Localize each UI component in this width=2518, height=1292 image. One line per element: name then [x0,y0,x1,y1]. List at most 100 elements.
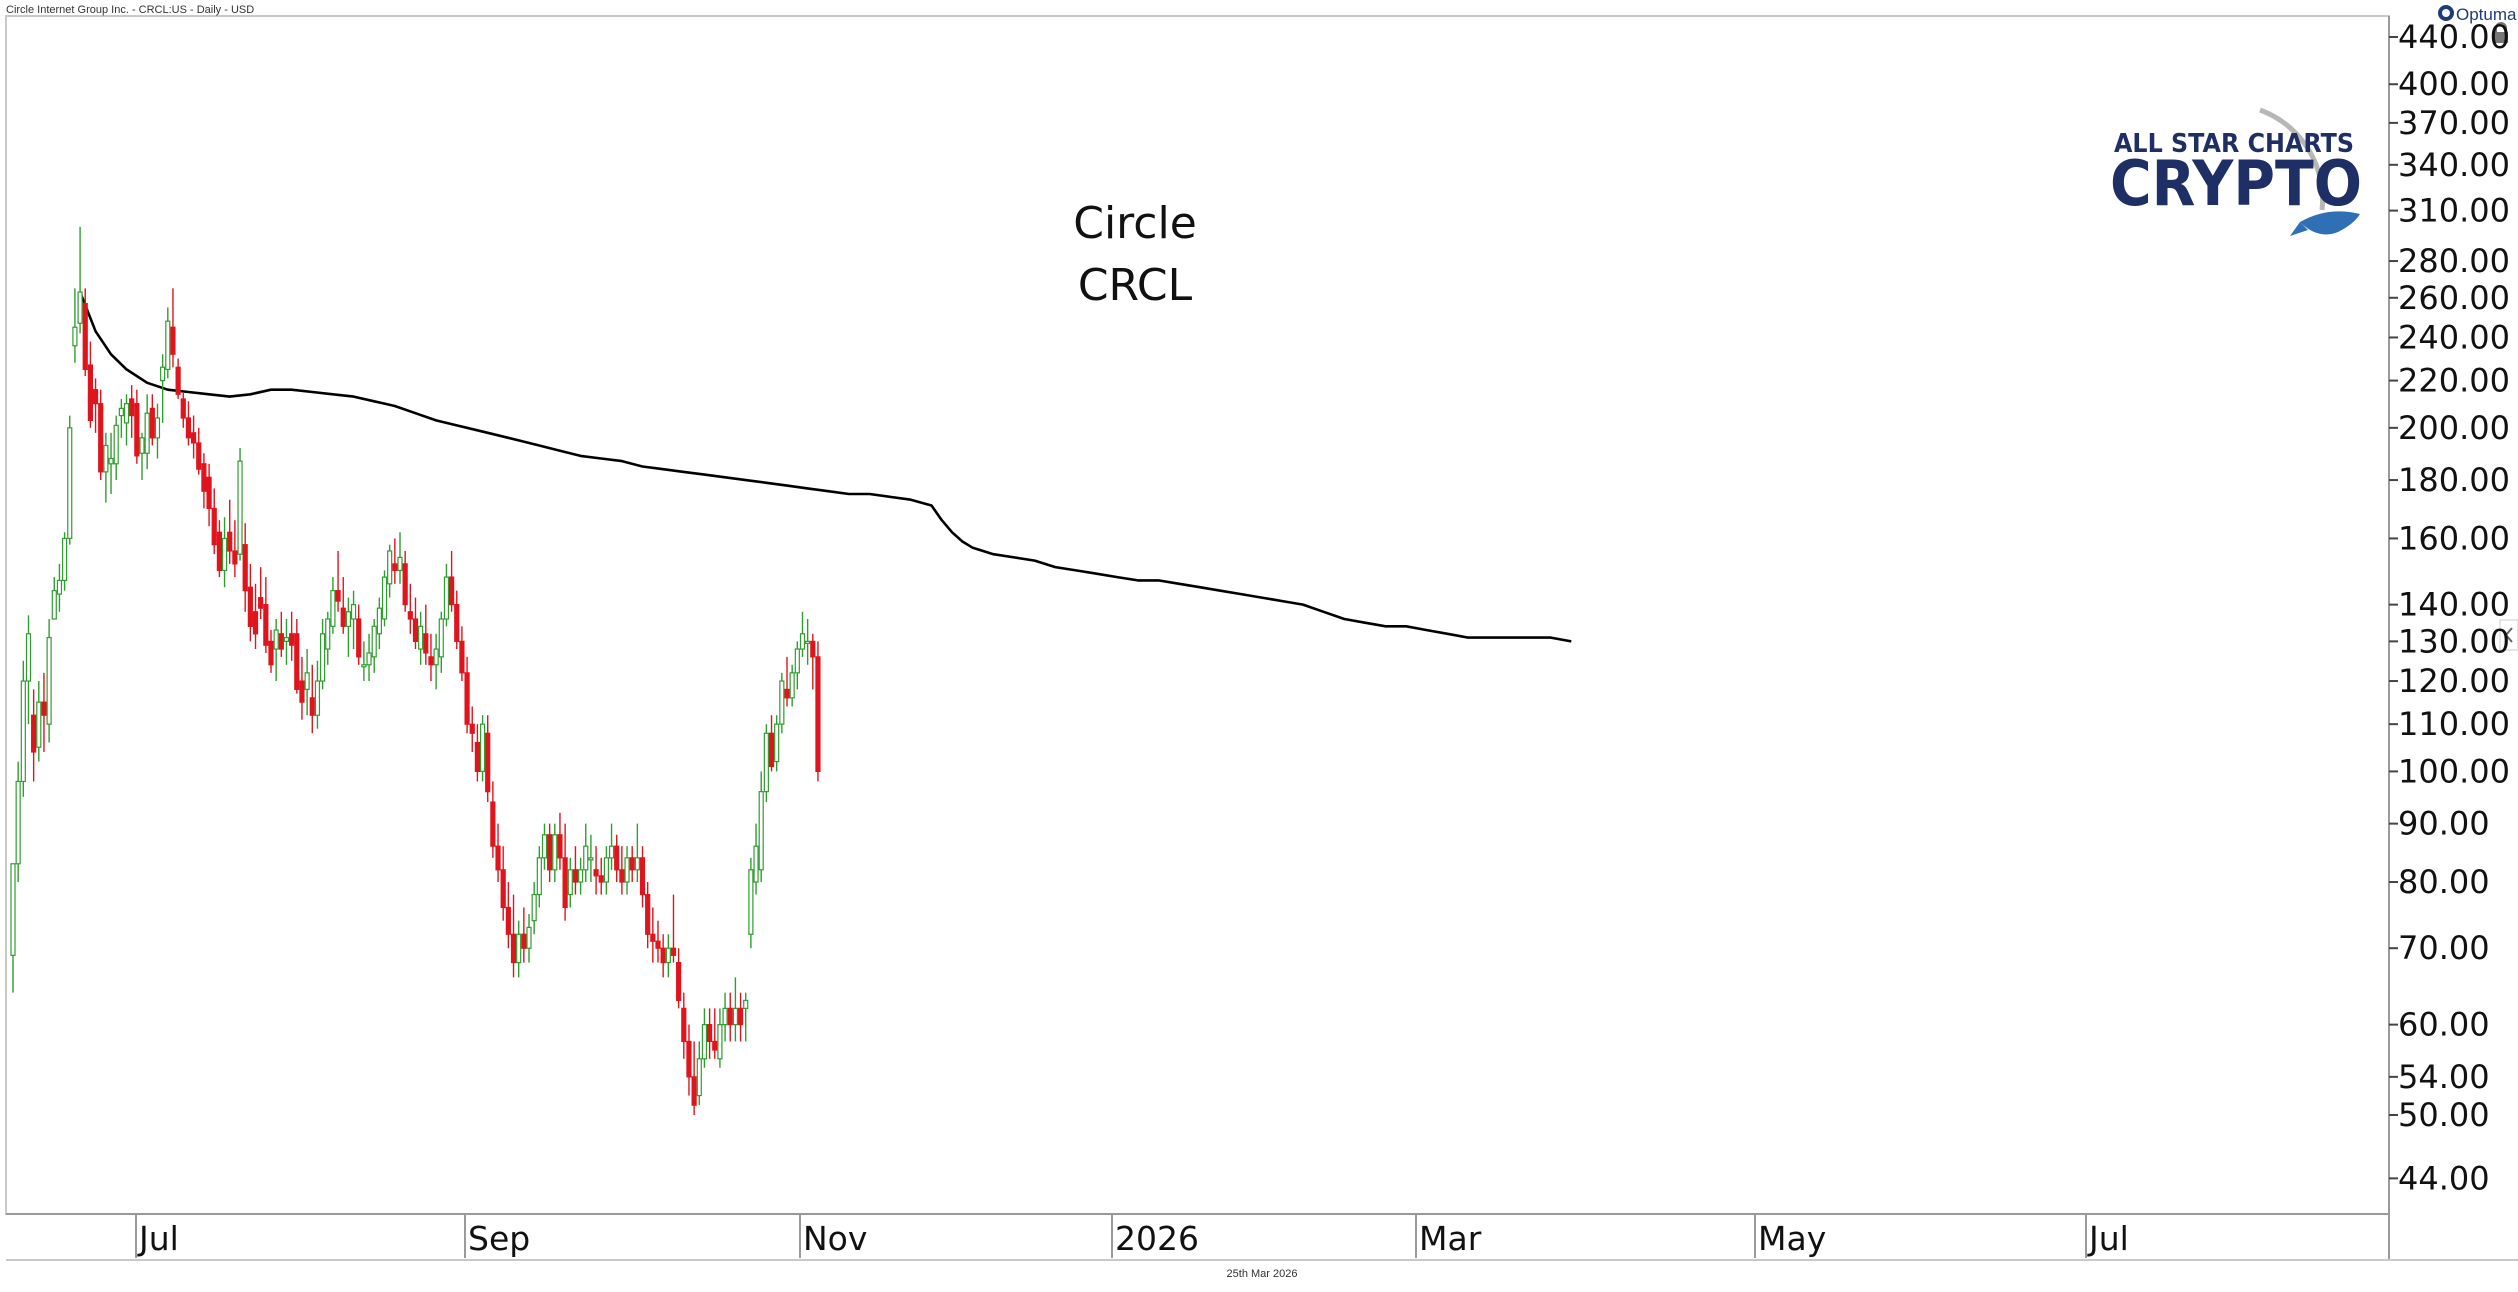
candle-body [624,857,630,883]
y-tick-label: 370.00 [2398,104,2510,142]
candle [454,590,460,650]
candle-body [732,1007,739,1026]
collapse-panel-icon[interactable] [2499,619,2518,651]
candle [20,660,26,797]
chevron-left-icon [2504,627,2513,643]
lock-icon[interactable] [2494,22,2508,43]
candle [521,907,527,963]
x-axis-ticks: Jul Sep Nov 2026 Mar May Jul [135,1214,2129,1258]
candle [206,463,212,527]
candle-body [670,947,677,956]
candle-body [479,723,486,773]
candle-body [701,1024,708,1060]
candle-body [562,857,568,909]
candle-body [201,463,207,492]
candle-body [170,326,176,355]
candle [361,641,367,682]
candle [567,857,573,908]
candle-body [547,834,553,871]
candle [36,681,42,762]
candle [768,715,775,772]
candle [469,706,475,752]
candle-body [268,640,274,666]
candle-body [77,291,83,324]
candle-body [763,732,769,793]
y-tick-label: 44.00 [2398,1159,2490,1197]
y-tick-label: 220.00 [2398,362,2510,400]
candle [345,597,351,657]
candle-body [464,672,470,725]
candle-body [25,633,32,682]
candle [134,389,140,464]
candle [789,664,795,707]
candle [309,664,315,734]
candle [283,618,290,665]
candle [356,604,362,665]
candle [701,1008,708,1068]
candle [443,563,450,627]
candle [557,812,563,870]
candle [614,834,620,883]
candle-body [283,636,290,642]
optuma-brand[interactable]: Optuma [2438,5,2517,24]
candle [180,391,186,428]
candle [129,385,135,438]
candle-body [500,869,506,909]
candle [799,611,806,657]
candle-body [423,633,429,654]
candle [51,577,57,620]
candle-body [242,544,248,592]
candle [330,577,336,634]
candle [629,846,635,883]
candle [15,761,21,883]
candle-body [407,611,413,620]
all-star-charts-crypto-logo: ALL STAR CHARTS CRYPTO [2110,107,2362,236]
candle-body [521,933,527,949]
candle-body [294,633,300,690]
candle [98,389,104,481]
candle [201,453,207,509]
candle [61,532,68,591]
candle [510,894,517,978]
candle-body [433,648,439,666]
candle-body [567,869,573,896]
candle [376,597,382,650]
y-tick-label: 340.00 [2398,146,2510,184]
x-tick-label: Jul [2087,1219,2129,1258]
candle-body [696,1058,702,1097]
lock-icon-body [2494,32,2508,43]
candle-body [443,576,450,620]
candle-body [588,857,594,861]
y-tick-label: 54.00 [2398,1058,2490,1096]
candle [727,992,733,1042]
candle-body [289,633,295,646]
optuma-logo-icon-hole [2442,9,2450,17]
candle-body [113,424,119,465]
candle-body [87,364,94,422]
y-tick-label: 60.00 [2398,1006,2490,1044]
y-tick-label: 120.00 [2398,662,2510,700]
candle [247,563,253,642]
candle-body [418,625,424,650]
candle-body [41,701,47,716]
candle [717,1008,723,1068]
candle [299,656,305,720]
candle [706,1008,713,1059]
candle [650,907,656,963]
candle [526,914,532,963]
candle [810,633,816,690]
y-tick-label: 400.00 [2398,65,2510,103]
candle [108,432,114,495]
candle [87,341,94,428]
candle [603,846,610,895]
candle [562,823,568,921]
candle-body [789,672,795,699]
moving-average-line [78,291,1572,643]
candle [237,448,243,561]
candle-body [67,427,73,540]
candle-body [376,607,382,635]
candle [691,1041,697,1115]
lock-icon-shackle [2495,22,2507,32]
candle-body [510,933,517,964]
candle-body [603,857,610,883]
